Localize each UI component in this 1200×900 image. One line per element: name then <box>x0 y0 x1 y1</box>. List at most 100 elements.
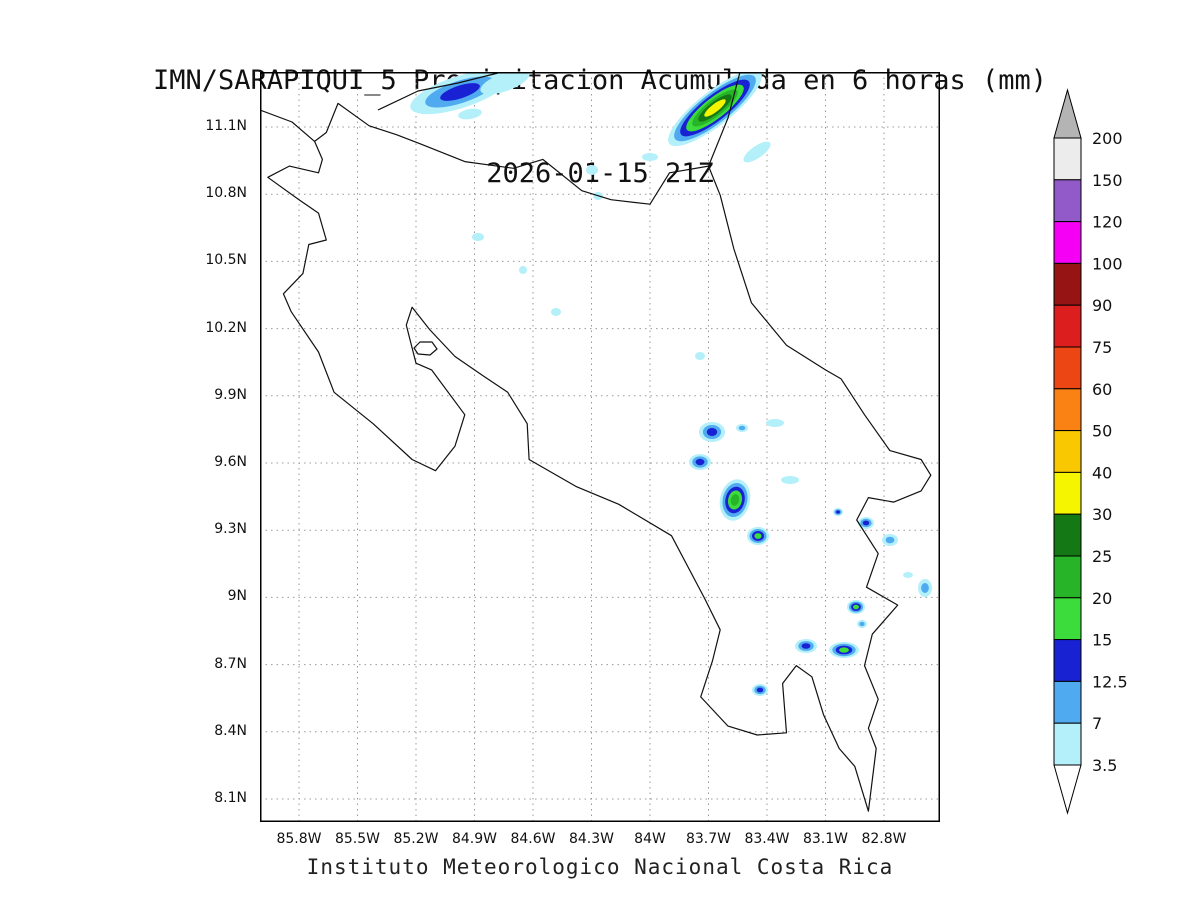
precip-cell <box>918 579 932 597</box>
precip-shade <box>862 520 870 526</box>
precip-shade <box>458 108 482 120</box>
lat-tick-label: 8.7N <box>214 655 247 672</box>
precip-cell <box>795 639 817 653</box>
precip-cell <box>743 141 771 163</box>
colorbar-label: 40 <box>1092 463 1112 482</box>
precip-shade <box>472 233 484 241</box>
lon-tick-label: 83.1W <box>802 831 848 847</box>
precip-cell <box>519 266 527 274</box>
precip-shade <box>756 687 764 693</box>
precip-shade <box>642 153 658 161</box>
precip-cell <box>458 108 482 120</box>
figure-footer: Instituto Meteorologico Nacional Costa R… <box>306 855 894 879</box>
precip-cell <box>747 527 769 545</box>
map-frame <box>260 72 940 822</box>
colorbar-label: 15 <box>1092 631 1112 650</box>
map-plot <box>260 72 940 822</box>
colorbar-label: 25 <box>1092 547 1112 566</box>
lon-tick-label: 85.2W <box>393 831 439 847</box>
lon-tick-label: 84W <box>634 831 666 847</box>
lat-tick-label: 10.2N <box>205 319 247 336</box>
costa-rica-coastline <box>267 102 932 812</box>
precip-shade <box>781 476 799 484</box>
precip-shade <box>440 83 480 101</box>
colorbar-segment <box>1053 346 1082 390</box>
colorbar-label: 30 <box>1092 505 1112 524</box>
colorbar-label: 50 <box>1092 422 1112 441</box>
colorbar-segment <box>1053 388 1082 432</box>
precip-cell <box>736 424 748 432</box>
precip-shade <box>695 458 705 466</box>
lat-tick-label: 11.1N <box>205 118 247 134</box>
colorbar-label: 60 <box>1092 380 1112 399</box>
colorbar-segment <box>1053 513 1082 557</box>
precip-shade <box>853 604 859 610</box>
precip-cell <box>833 508 843 516</box>
colorbar-segment <box>1053 179 1082 223</box>
colorbar-label: 120 <box>1092 213 1123 232</box>
colorbar-label: 3.5 <box>1092 756 1117 775</box>
precip-cell <box>829 642 859 658</box>
colorbar-segment <box>1053 430 1082 473</box>
colorbar-label: 90 <box>1092 296 1112 315</box>
colorbar-label: 12.5 <box>1092 672 1128 691</box>
colorbar: 200 150 120 100 90 75 60 50 40 30 25 20 15 12.5 7 3.5 <box>1053 88 1128 815</box>
precip-shade <box>836 510 840 514</box>
precip-shade <box>586 165 598 175</box>
precip-cell <box>551 308 561 316</box>
lon-tick-label: 84.9W <box>451 831 497 847</box>
precip-cell <box>752 684 768 696</box>
precip-cell <box>903 572 913 578</box>
colorbar-segment <box>1053 639 1082 682</box>
lon-tick-label: 84.3W <box>568 831 614 847</box>
colorbar-label: 7 <box>1092 714 1102 733</box>
isla-chira-outline <box>413 341 438 356</box>
colorbar-label: 200 <box>1092 129 1123 148</box>
lon-axis: 85.8W 85.5W 85.2W 84.9W 84.6W 84.3W 84W 83.7W 83… <box>260 827 940 849</box>
colorbar-label: 150 <box>1092 171 1123 190</box>
colorbar-segment <box>1053 471 1082 515</box>
colorbar-label: 20 <box>1092 589 1112 608</box>
lat-tick-label: 10.8N <box>205 185 247 202</box>
colorbar-segment <box>1053 680 1082 724</box>
precip-shade <box>704 99 726 117</box>
precip-cell <box>480 72 530 95</box>
colorbar-label: 75 <box>1092 338 1112 357</box>
precip-shade <box>766 419 784 427</box>
precip-cell <box>472 233 484 241</box>
precip-cell <box>695 352 705 360</box>
precip-shade <box>706 428 718 436</box>
colorbar-segment <box>1053 597 1082 641</box>
precip-shade <box>885 536 895 544</box>
precip-cell <box>847 600 865 614</box>
precip-cell <box>642 153 658 161</box>
precip-shade <box>921 583 929 593</box>
precip-cell <box>668 72 762 147</box>
colorbar-segment <box>1053 221 1082 264</box>
lat-tick-label: 8.1N <box>214 790 247 806</box>
precip-shade <box>859 621 865 627</box>
precip-shade <box>839 647 849 653</box>
precip-shade <box>738 425 746 431</box>
lon-tick-label: 84.6W <box>510 831 556 847</box>
colorbar-segment <box>1053 137 1082 181</box>
precip-cell <box>689 454 711 470</box>
precip-cell <box>699 422 725 442</box>
precip-cell <box>858 517 874 529</box>
colorbar-under-arrow <box>1053 764 1082 815</box>
precip-shade <box>754 533 762 539</box>
lon-tick-label: 83.7W <box>685 831 731 847</box>
nicaragua-pacific-coast <box>260 109 315 142</box>
precip-cell <box>781 476 799 484</box>
precip-cell <box>766 419 784 427</box>
nicaragua-caribbean-coast <box>707 72 741 167</box>
precip-cell <box>410 72 510 115</box>
lat-tick-label: 9.3N <box>214 521 247 538</box>
lon-tick-label: 82.8W <box>861 831 907 847</box>
precip-shade <box>903 572 913 578</box>
colorbar-segment <box>1053 555 1082 599</box>
precip-cell <box>882 534 898 546</box>
lon-tick-label: 85.8W <box>276 831 322 847</box>
precip-shade <box>743 141 771 163</box>
